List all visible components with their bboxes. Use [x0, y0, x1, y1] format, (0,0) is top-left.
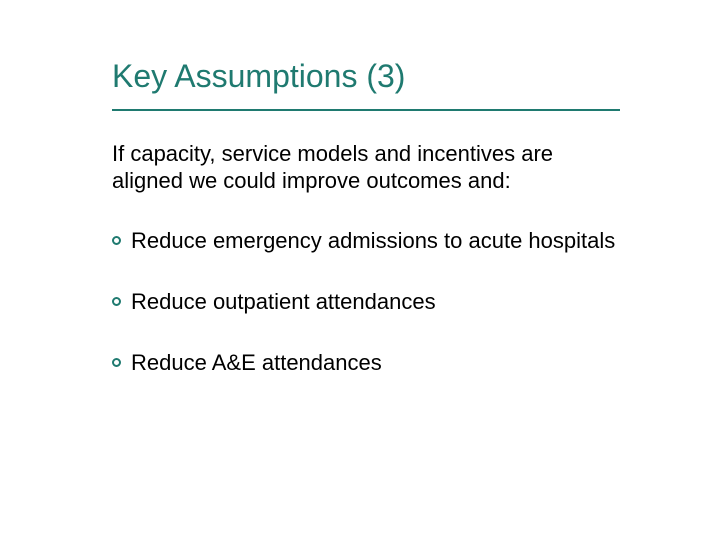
bullet-item: Reduce A&E attendances	[112, 350, 620, 377]
bullet-item: Reduce emergency admissions to acute hos…	[112, 228, 620, 255]
circle-bullet-icon	[112, 297, 121, 306]
bullet-text: Reduce A&E attendances	[131, 350, 382, 375]
bullet-text: Reduce outpatient attendances	[131, 289, 436, 314]
slide: Key Assumptions (3) If capacity, service…	[0, 0, 720, 540]
intro-paragraph: If capacity, service models and incentiv…	[112, 141, 620, 195]
bullet-text: Reduce emergency admissions to acute hos…	[131, 228, 615, 253]
circle-bullet-icon	[112, 236, 121, 245]
bullet-item: Reduce outpatient attendances	[112, 289, 620, 316]
slide-title: Key Assumptions (3)	[112, 58, 620, 95]
circle-bullet-icon	[112, 358, 121, 367]
bullet-list: Reduce emergency admissions to acute hos…	[112, 228, 620, 376]
title-underline	[112, 109, 620, 111]
